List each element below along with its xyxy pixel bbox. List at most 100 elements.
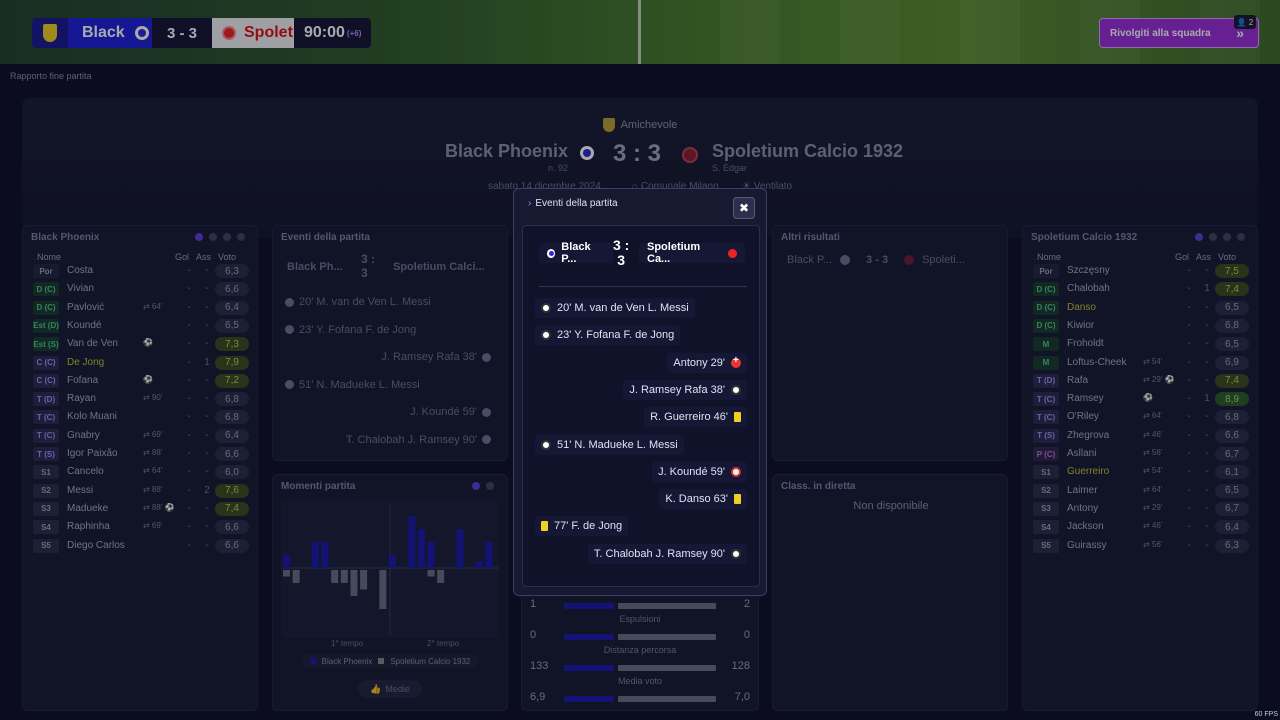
player-name[interactable]: Guerreiro [1067,466,1110,478]
player-row[interactable]: M Loftus-Cheek ⇄ 54' - -6,9 [1033,355,1259,372]
match-event[interactable]: T. Chalobah J. Ramsey 90' [587,543,747,564]
player-name[interactable]: Rafa [1067,374,1089,386]
player-row[interactable]: S4 Raphinha ⇄ 69' - -6,6 [33,519,259,536]
pager-dot[interactable] [486,482,494,490]
player-name[interactable]: Rayan [67,393,96,405]
pager-dot[interactable] [1237,233,1245,241]
modal-away-team[interactable]: Spoletium Ca... [639,241,745,265]
hero-away-name[interactable]: Spoletium Calcio 1932 [712,141,904,161]
player-name[interactable]: De Jong [67,356,105,368]
player-row[interactable]: S4 Jackson ⇄ 46' - -6,4 [1033,519,1259,536]
talk-to-team-button[interactable]: Rivolgiti alla squadra » [1099,18,1259,48]
player-rating: 7,6 [215,483,249,498]
player-name[interactable]: Koundé [67,319,102,331]
modal-home-team[interactable]: Black P... [539,241,613,265]
player-name[interactable]: Guirassy [1067,539,1107,551]
pager-dot[interactable] [1195,233,1203,241]
player-rating: 6,7 [1215,447,1249,461]
player-row[interactable]: M Froholdt - -6,5 [1033,336,1259,353]
pager-dot[interactable] [209,233,217,241]
player-name[interactable]: Diego Carlos [67,539,125,551]
player-name[interactable]: Jackson [1067,521,1104,533]
player-row[interactable]: T (D) Rafa ⇄ 29' ⚽ - -7,4 [1033,373,1259,390]
match-event[interactable]: 51' N. Madueke L. Messi [535,434,684,455]
player-row[interactable]: D (C) Pavlović ⇄ 64' - -6,4 [33,300,259,317]
match-event[interactable]: J. Koundé 59' [652,461,747,482]
other-result-row[interactable]: Black P... 3 - 3 Spoleti... [787,250,997,270]
player-name[interactable]: Kolo Muani [67,411,118,423]
player-row[interactable]: S5 Diego Carlos - -6,6 [33,538,259,555]
match-event[interactable]: J. Ramsey Rafa 38' [623,379,747,400]
pager-dot[interactable] [237,233,245,241]
match-event[interactable]: 20' M. van de Ven L. Messi [535,298,695,318]
pager-dot[interactable] [472,482,480,490]
player-row[interactable]: T (D) Rayan ⇄ 90' - -6,8 [33,391,259,408]
player-row[interactable]: S1 Guerreiro ⇄ 54' - -6,1 [1033,464,1259,481]
player-row[interactable]: S3 Madueke ⇄ 88' ⚽ - -7,4 [33,501,259,518]
player-goals: - [187,356,191,368]
player-name[interactable]: Laimer [1067,484,1098,496]
player-name[interactable]: Costa [67,265,94,276]
player-name[interactable]: Ramsey [1067,393,1104,405]
match-event[interactable]: Antony 29' [667,352,747,373]
pager-dot[interactable] [223,233,231,241]
player-name[interactable]: Antony [1067,502,1099,514]
match-event[interactable]: 77' F. de Jong [535,516,629,537]
player-row[interactable]: P (C) Asllani ⇄ 56' - -6,7 [1033,446,1259,463]
home-panel-pager[interactable] [195,233,245,241]
player-name[interactable]: Cancelo [67,466,104,478]
averages-button[interactable]: 👍 Medie [358,680,422,698]
pager-dot[interactable] [1223,233,1231,241]
player-name[interactable]: Gnabry [67,429,100,441]
player-name[interactable]: Chalobah [1067,283,1110,295]
player-row[interactable]: Por Szczęsny - -7,5 [1033,263,1259,280]
player-row[interactable]: Est (S) Van de Ven ⚽ - -7,3 [33,336,259,353]
player-goals: - [187,338,191,350]
player-name[interactable]: Fofana [67,374,99,386]
player-name[interactable]: Messi [67,484,94,496]
player-row[interactable]: Por Costa - -6,3 [33,263,259,280]
player-name[interactable]: Madueke [67,502,109,514]
player-row[interactable]: T (S) Zhegrova ⇄ 46' - -6,6 [1033,428,1259,445]
pager-dot[interactable] [195,233,203,241]
match-event[interactable]: 23' Y. Fofana F. de Jong [535,325,681,346]
player-row[interactable]: S2 Laimer ⇄ 64' - -6,5 [1033,483,1259,500]
player-row[interactable]: D (C) Chalobah - 1 7,4 [1033,281,1259,298]
player-name[interactable]: Van de Ven [67,338,118,350]
moments-pager[interactable] [472,482,494,490]
player-row[interactable]: S1 Cancelo ⇄ 64' - -6,0 [33,464,259,481]
player-row[interactable]: Est (D) Koundé - -6,5 [33,318,259,335]
player-row[interactable]: T (C) O'Riley ⇄ 64' - -6,8 [1033,409,1259,426]
player-row[interactable]: C (C) Fofana ⚽ - -7,2 [33,373,259,390]
player-row[interactable]: T (C) Kolo Muani - -6,8 [33,409,259,426]
player-name[interactable]: Kiwior [1067,319,1095,331]
player-name[interactable]: Igor Paixão [67,448,118,459]
player-name[interactable]: O'Riley [1067,411,1099,423]
player-name[interactable]: Danso [1067,301,1096,313]
player-row[interactable]: T (C) Ramsey ⚽ - 1 8,9 [1033,391,1259,408]
player-name[interactable]: Pavlović [67,301,105,313]
hero-home-name[interactable]: Black Phoenix [444,141,568,161]
player-row[interactable]: S2 Messi ⇄ 88' - 2 7,6 [33,483,259,500]
match-event[interactable]: R. Guerreiro 46' [644,407,747,428]
player-name[interactable]: Asllani [1067,448,1097,459]
player-name[interactable]: Zhegrova [1067,429,1110,441]
player-row[interactable]: D (C) Kiwior - -6,8 [1033,318,1259,335]
player-name[interactable]: Raphinha [67,521,110,533]
player-row[interactable]: S3 Antony ⇄ 29' - -6,7 [1033,501,1259,518]
player-name[interactable]: Szczęsny [1067,265,1110,276]
player-row[interactable]: S5 Guirassy ⇄ 56' - -6,3 [1033,538,1259,555]
player-name[interactable]: Vivian [67,283,95,295]
stat-row: 6,9 7,0 [530,691,750,703]
close-button[interactable]: ✖ [733,197,755,219]
player-name[interactable]: Froholdt [1067,338,1104,350]
player-row[interactable]: D (C) Vivian - -6,6 [33,281,259,298]
player-name[interactable]: Loftus-Cheek [1067,356,1127,368]
player-row[interactable]: D (C) Danso - -6,5 [1033,300,1259,317]
player-row[interactable]: C (C) De Jong - 1 7,9 [33,355,259,372]
player-row[interactable]: T (C) Gnabry ⇄ 69' - -6,4 [33,428,259,445]
match-event[interactable]: K. Danso 63' [659,489,747,510]
away-panel-pager[interactable] [1195,233,1245,241]
pager-dot[interactable] [1209,233,1217,241]
player-row[interactable]: T (S) Igor Paixão ⇄ 88' - -6,6 [33,446,259,463]
